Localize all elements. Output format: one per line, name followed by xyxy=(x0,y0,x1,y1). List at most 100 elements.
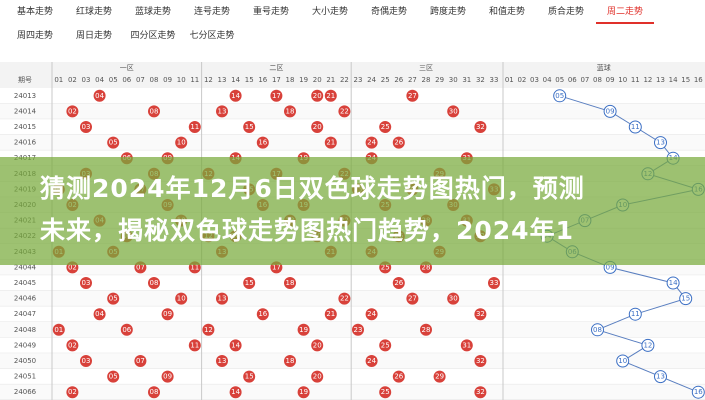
red-ball xyxy=(229,339,242,352)
red-ball-number: 21 xyxy=(326,92,335,100)
column-label: 24 xyxy=(367,76,376,84)
blue-ball xyxy=(616,354,630,368)
issue: 24066 xyxy=(14,388,37,396)
tab[interactable]: 周四走势 xyxy=(16,31,53,41)
red-ball-number: 22 xyxy=(340,107,349,115)
issue-header: 期号 xyxy=(18,76,32,84)
zone-label: 一区 xyxy=(120,64,134,72)
row-bg xyxy=(0,103,705,120)
red-ball-number: 22 xyxy=(340,295,349,303)
red-ball xyxy=(447,292,460,305)
tab[interactable]: 和值走势 xyxy=(488,7,525,17)
red-ball xyxy=(216,355,228,367)
red-ball-number: 16 xyxy=(258,139,267,147)
red-ball xyxy=(338,292,351,305)
column-label: 11 xyxy=(631,76,640,84)
blue-ball-number: 09 xyxy=(606,107,615,115)
red-ball-number: 13 xyxy=(218,107,227,115)
blue-ball-number: 11 xyxy=(631,310,640,318)
tab[interactable]: 跨度走势 xyxy=(429,7,466,17)
red-ball xyxy=(148,277,160,289)
column-label: 01 xyxy=(54,76,63,84)
column-label: 20 xyxy=(313,76,322,84)
tab[interactable]: 连号走势 xyxy=(193,7,230,17)
red-ball xyxy=(120,323,133,336)
blue-ball xyxy=(591,323,604,337)
column-label: 02 xyxy=(517,76,526,84)
column-label: 07 xyxy=(136,76,145,84)
red-ball-number: 30 xyxy=(449,295,458,303)
tab[interactable]: 基本走势 xyxy=(16,7,53,17)
column-label: 28 xyxy=(422,76,431,84)
red-ball xyxy=(311,370,324,383)
red-ball-number: 27 xyxy=(408,92,417,100)
red-ball xyxy=(474,355,487,367)
row-bg xyxy=(0,290,705,307)
tab[interactable]: 周二走势 xyxy=(596,2,654,24)
column-label: 02 xyxy=(68,76,77,84)
column-label: 03 xyxy=(530,76,539,84)
header-bg xyxy=(0,62,705,88)
tab[interactable]: 七分区走势 xyxy=(189,31,235,41)
red-ball-number: 24 xyxy=(367,139,376,147)
column-label: 12 xyxy=(643,76,652,84)
column-label: 10 xyxy=(618,76,627,84)
red-ball xyxy=(256,136,269,149)
red-ball-number: 15 xyxy=(245,279,254,287)
red-ball-number: 11 xyxy=(190,123,199,131)
blue-ball xyxy=(603,104,617,118)
red-ball xyxy=(324,89,337,102)
tab[interactable]: 重号走势 xyxy=(252,7,289,17)
red-ball-number: 03 xyxy=(82,279,91,287)
red-ball-number: 20 xyxy=(313,373,322,381)
column-label: 06 xyxy=(568,76,577,84)
red-ball xyxy=(447,105,460,118)
red-ball xyxy=(311,121,324,133)
red-ball xyxy=(80,277,92,289)
blue-ball xyxy=(553,89,567,103)
red-ball-number: 20 xyxy=(313,92,322,100)
blue-ball xyxy=(691,385,705,399)
row-bg xyxy=(0,119,705,135)
row-bg xyxy=(0,306,705,322)
red-ball-number: 24 xyxy=(367,310,376,318)
red-ball xyxy=(379,339,392,352)
red-ball xyxy=(256,308,269,321)
red-ball xyxy=(284,105,296,118)
red-ball xyxy=(311,89,324,102)
tab[interactable]: 质合走势 xyxy=(547,7,584,17)
red-ball-number: 24 xyxy=(367,357,376,365)
row-bg xyxy=(0,134,705,151)
red-ball xyxy=(243,277,256,289)
column-label: 09 xyxy=(606,76,615,84)
red-ball-number: 05 xyxy=(109,139,118,147)
red-ball-number: 15 xyxy=(245,373,254,381)
red-ball-number: 32 xyxy=(476,388,485,396)
tab[interactable]: 红球走势 xyxy=(75,7,112,17)
red-ball xyxy=(148,386,160,399)
tab[interactable]: 四分区走势 xyxy=(130,31,176,41)
red-ball-number: 04 xyxy=(95,92,104,100)
tab[interactable]: 大小走势 xyxy=(311,7,348,17)
red-ball xyxy=(216,105,228,118)
column-label: 15 xyxy=(245,76,254,84)
tab[interactable]: 周日走势 xyxy=(75,31,112,41)
red-ball-number: 20 xyxy=(313,341,322,349)
red-ball-number: 19 xyxy=(299,388,308,396)
blue-ball xyxy=(654,370,667,384)
column-label: 16 xyxy=(258,76,267,84)
issue: 24050 xyxy=(14,357,36,365)
red-ball xyxy=(474,386,487,399)
red-ball xyxy=(229,386,242,399)
red-ball-number: 03 xyxy=(82,123,91,131)
red-ball xyxy=(270,89,283,102)
red-ball xyxy=(392,370,405,383)
red-ball xyxy=(460,339,473,352)
tab[interactable]: 奇偶走势 xyxy=(370,7,407,17)
red-ball-number: 07 xyxy=(136,263,145,271)
issue: 24045 xyxy=(14,279,36,287)
issue: 24048 xyxy=(14,326,36,334)
column-label: 23 xyxy=(354,76,363,84)
red-ball xyxy=(365,355,378,367)
tab[interactable]: 蓝球走势 xyxy=(134,7,171,17)
